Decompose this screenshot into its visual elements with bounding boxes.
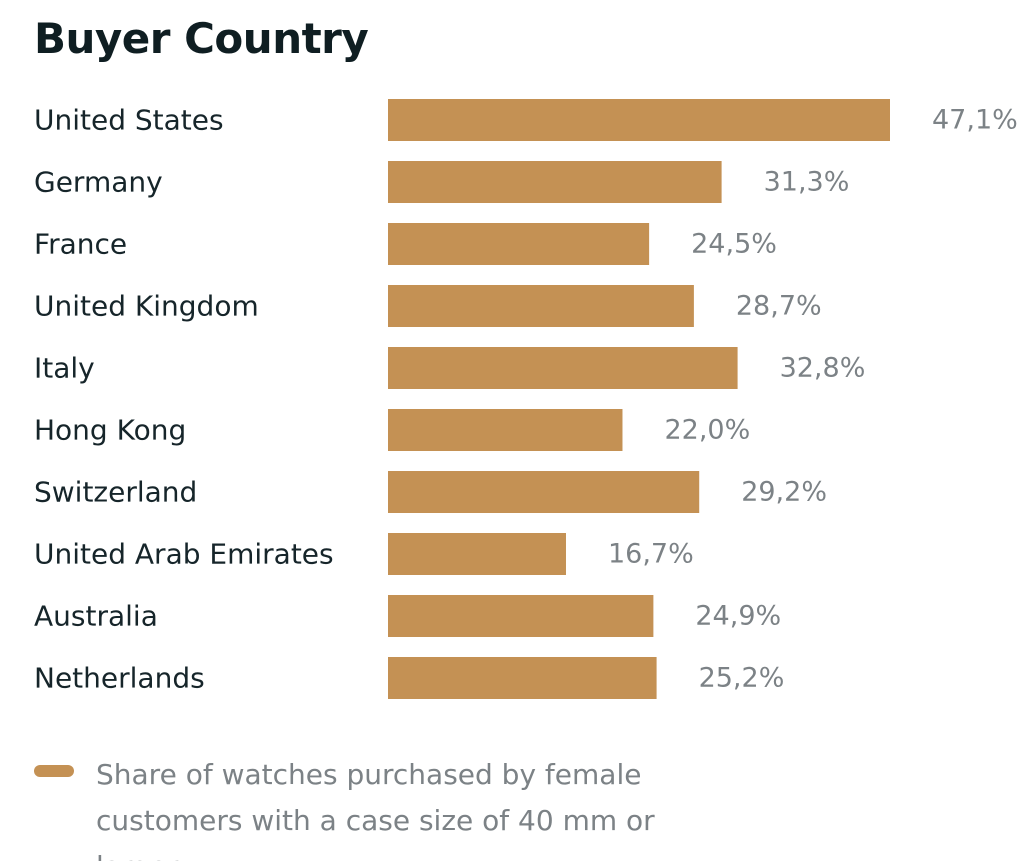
- category-label: Germany: [34, 166, 163, 199]
- value-label: 25,2%: [699, 663, 785, 694]
- category-label: France: [34, 228, 127, 261]
- chart-title: Buyer Country: [34, 14, 369, 63]
- bar: [388, 161, 722, 203]
- value-label: 24,9%: [695, 601, 781, 632]
- category-label: Hong Kong: [34, 414, 186, 447]
- bar-chart-plot: United States 47,1% Germany 31,3% France 24,5…: [34, 99, 1018, 699]
- category-label: Italy: [34, 352, 95, 385]
- category-label: Netherlands: [34, 662, 205, 695]
- value-label: 47,1%: [932, 105, 1018, 136]
- category-label: United Arab Emirates: [34, 538, 334, 571]
- value-label: 16,7%: [608, 539, 694, 570]
- value-label: 31,3%: [764, 167, 850, 198]
- bar: [388, 223, 650, 265]
- bar: [388, 471, 700, 513]
- bar: [388, 657, 657, 699]
- category-label: United Kingdom: [34, 290, 259, 323]
- value-label: 22,0%: [664, 415, 750, 446]
- bar: [388, 409, 623, 451]
- bar: [388, 285, 694, 327]
- value-label: 24,5%: [691, 229, 777, 260]
- category-label: United States: [34, 104, 224, 137]
- category-label: Switzerland: [34, 476, 197, 509]
- bar: [388, 533, 566, 575]
- legend-swatch: [34, 765, 74, 777]
- category-label: Australia: [34, 600, 158, 633]
- bar: [388, 595, 654, 637]
- legend-label: Share of watches purchased by female cus…: [96, 758, 655, 861]
- bar: [388, 347, 738, 389]
- bar: [388, 99, 890, 141]
- value-label: 28,7%: [736, 291, 822, 322]
- value-label: 29,2%: [741, 477, 827, 508]
- value-label: 32,8%: [780, 353, 866, 384]
